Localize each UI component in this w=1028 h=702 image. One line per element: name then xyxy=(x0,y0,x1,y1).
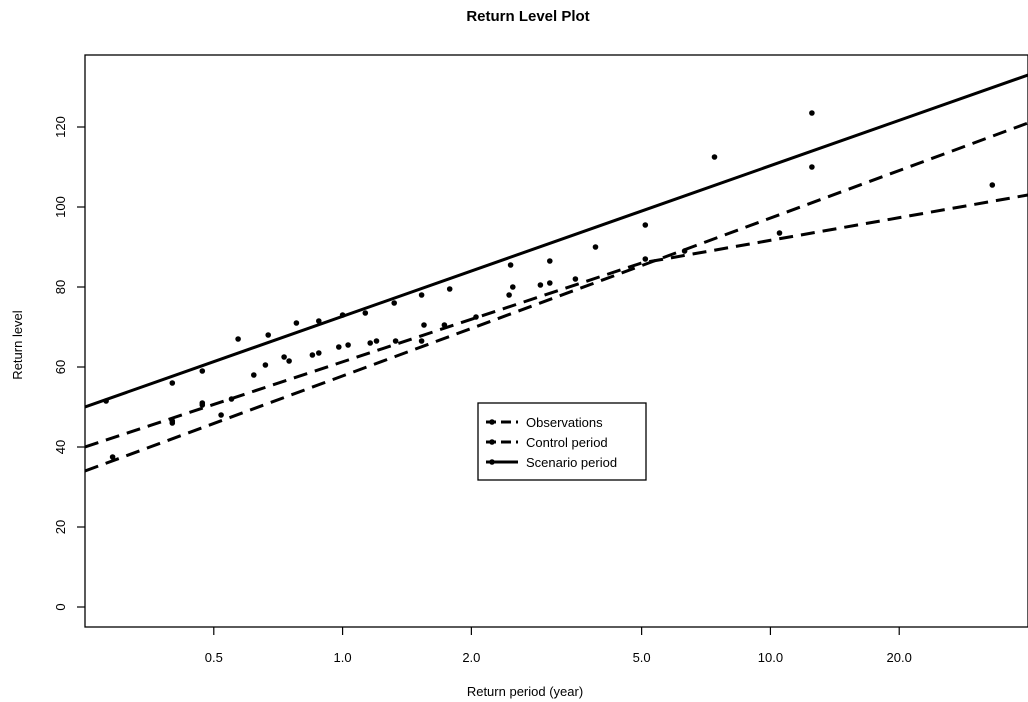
legend-marker-control-period xyxy=(489,439,495,445)
scenario-period-point-13 xyxy=(547,258,553,264)
series-lines xyxy=(85,73,1028,473)
x-axis-label: Return period (year) xyxy=(467,684,583,699)
observations-point-20 xyxy=(809,164,815,170)
control-period-point-8 xyxy=(421,322,427,328)
scenario-period-point-12 xyxy=(507,262,514,268)
observations-point-14 xyxy=(441,322,448,328)
scenario-period-point-16 xyxy=(711,154,718,160)
control-period-point-2 xyxy=(199,402,206,408)
observations-point-11 xyxy=(367,340,374,346)
observations-point-19 xyxy=(642,256,649,262)
scenario-period-point-9 xyxy=(391,300,398,306)
legend-label-scenario-period: Scenario period xyxy=(526,455,617,470)
chart-title: Return Level Plot xyxy=(466,8,589,25)
control-period-line xyxy=(85,193,1028,449)
observations-point-15 xyxy=(473,314,479,320)
x-tick-label-5-0: 5.0 xyxy=(633,650,651,665)
scenario-period-point-7 xyxy=(339,312,346,318)
scenario-period-point-2 xyxy=(199,368,206,374)
control-period-point-6 xyxy=(345,342,351,348)
scenario-period-point-1 xyxy=(169,380,176,386)
control-period-point-1 xyxy=(169,418,176,424)
observations-point-5 xyxy=(218,412,224,418)
x-tick-label-1-0: 1.0 xyxy=(334,650,352,665)
observations-point-13 xyxy=(418,338,425,344)
observations-point-1 xyxy=(103,398,109,404)
control-period-point-10 xyxy=(547,280,553,286)
observations-point-18 xyxy=(572,276,579,282)
control-period-point-11 xyxy=(681,248,688,254)
legend-label-control-period: Control period xyxy=(526,435,608,450)
y-tick-label-40: 40 xyxy=(53,440,68,454)
y-tick-label-80: 80 xyxy=(53,280,68,294)
x-axis: 0.5 1.0 2.0 5.0 10.0 20.0 xyxy=(205,627,912,665)
scenario-period-point-15 xyxy=(642,222,649,228)
observations-point-17 xyxy=(537,282,544,288)
scenario-period-point-3 xyxy=(235,336,241,342)
plot-frame xyxy=(84,54,1028,628)
observations-point-12 xyxy=(392,338,399,344)
scenario-period-point-4 xyxy=(265,332,272,338)
scenario-period-point-8 xyxy=(362,310,369,316)
scenario-period-point-10 xyxy=(418,292,425,298)
observations-point-6 xyxy=(228,396,235,402)
control-period-point-3 xyxy=(251,372,257,378)
x-tick-label-20-0: 20.0 xyxy=(887,650,912,665)
control-period-point-9 xyxy=(510,284,516,290)
scenario-period-point-5 xyxy=(293,320,300,326)
scenario-period-point-14 xyxy=(592,244,599,250)
y-axis: 0 20 40 60 80 100 120 xyxy=(53,116,85,611)
observations-point-7 xyxy=(262,362,269,368)
series-points xyxy=(103,110,996,460)
observations-point-9 xyxy=(309,352,316,358)
y-axis-label: Return level xyxy=(10,310,25,379)
x-tick-label-0-5: 0.5 xyxy=(205,650,223,665)
x-tick-label-10-0: 10.0 xyxy=(758,650,783,665)
control-period-point-12 xyxy=(776,230,783,236)
observations-point-10 xyxy=(336,344,342,350)
legend-marker-observations xyxy=(489,419,495,425)
control-period-point-4 xyxy=(286,358,292,364)
observations-point-16 xyxy=(506,292,512,298)
scenario-period-point-6 xyxy=(316,318,322,324)
y-tick-label-20: 20 xyxy=(53,520,68,534)
legend-marker-scenario-period xyxy=(489,459,495,465)
y-tick-label-120: 120 xyxy=(53,116,68,138)
control-period-point-7 xyxy=(373,338,380,344)
scenario-period-line xyxy=(85,73,1028,409)
legend: Observations Control period Scenario perio… xyxy=(477,402,647,481)
y-tick-label-100: 100 xyxy=(53,196,68,218)
control-period-point-13 xyxy=(989,182,996,188)
x-tick-label-2-0: 2.0 xyxy=(462,650,480,665)
legend-label-observations: Observations xyxy=(526,415,603,430)
observations-line xyxy=(85,121,1028,473)
observations-point-2 xyxy=(109,454,116,460)
y-tick-label-0: 0 xyxy=(53,603,68,610)
y-tick-label-60: 60 xyxy=(53,360,68,374)
scenario-period-point-11 xyxy=(446,286,453,292)
scenario-period-point-17 xyxy=(809,110,815,116)
control-period-point-5 xyxy=(316,350,322,356)
observations-point-8 xyxy=(281,354,287,360)
